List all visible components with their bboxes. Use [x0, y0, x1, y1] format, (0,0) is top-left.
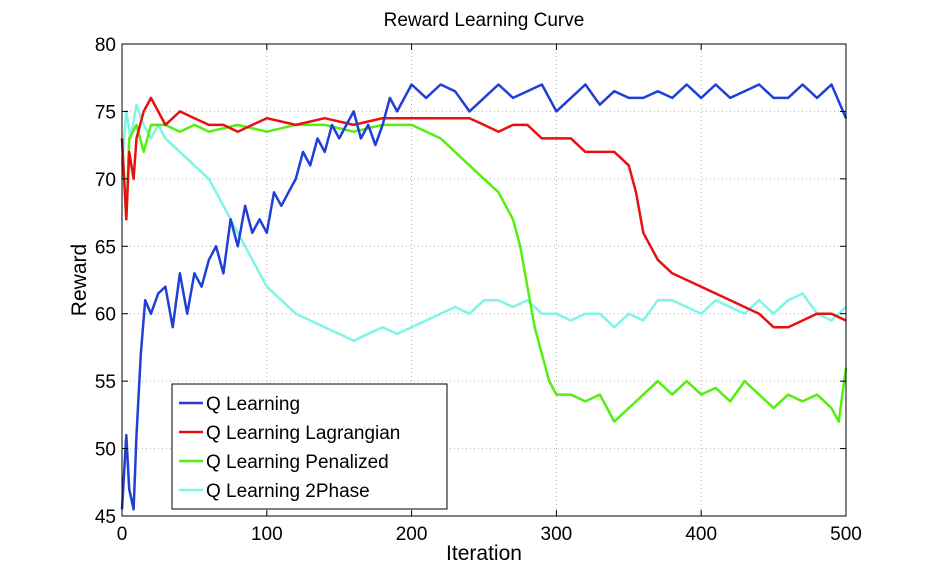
- x-tick-label: 100: [251, 524, 283, 545]
- legend-entry-label: Q Learning Lagrangian: [206, 423, 400, 444]
- legend-box: [171, 383, 448, 510]
- plot-area-frame: [121, 43, 847, 517]
- y-axis-tick-labels: 45 50 55 60 65 70 75 80: [95, 35, 116, 528]
- series-line-1: [120, 83, 848, 511]
- y-axis-label: Reward: [68, 244, 91, 316]
- series-line-3: [120, 123, 848, 423]
- legend-entry-label: Q Learning: [206, 394, 300, 415]
- y-tick-label: 45: [95, 507, 116, 528]
- y-tick-label: 65: [95, 237, 116, 258]
- x-tick-label: 200: [396, 524, 428, 545]
- x-tick-label: 0: [117, 524, 128, 545]
- y-tick-label: 70: [95, 170, 116, 191]
- axis-ticks: [121, 43, 847, 517]
- y-tick-label: 75: [95, 102, 116, 123]
- y-tick-label: 55: [95, 372, 116, 393]
- x-axis-label: Iteration: [446, 542, 522, 565]
- x-tick-label: 500: [830, 524, 862, 545]
- y-tick-label: 50: [95, 440, 116, 461]
- series-line-4: [120, 103, 847, 342]
- x-axis-tick-labels: 0 100 200 300 400 500: [117, 524, 862, 545]
- chart-title: Reward Learning Curve: [384, 10, 585, 31]
- y-tick-label: 80: [95, 35, 116, 56]
- legend-entry-label: Q Learning 2Phase: [206, 481, 370, 502]
- x-tick-label: 400: [685, 524, 717, 545]
- series-lines: [120, 83, 848, 511]
- legend: Q Learning Q Learning Lagrangian Q Learnin…: [171, 383, 448, 510]
- x-tick-label: 300: [541, 524, 573, 545]
- legend-entry-label: Q Learning Penalized: [206, 452, 389, 473]
- series-line-2: [120, 96, 847, 329]
- y-tick-label: 60: [95, 305, 116, 326]
